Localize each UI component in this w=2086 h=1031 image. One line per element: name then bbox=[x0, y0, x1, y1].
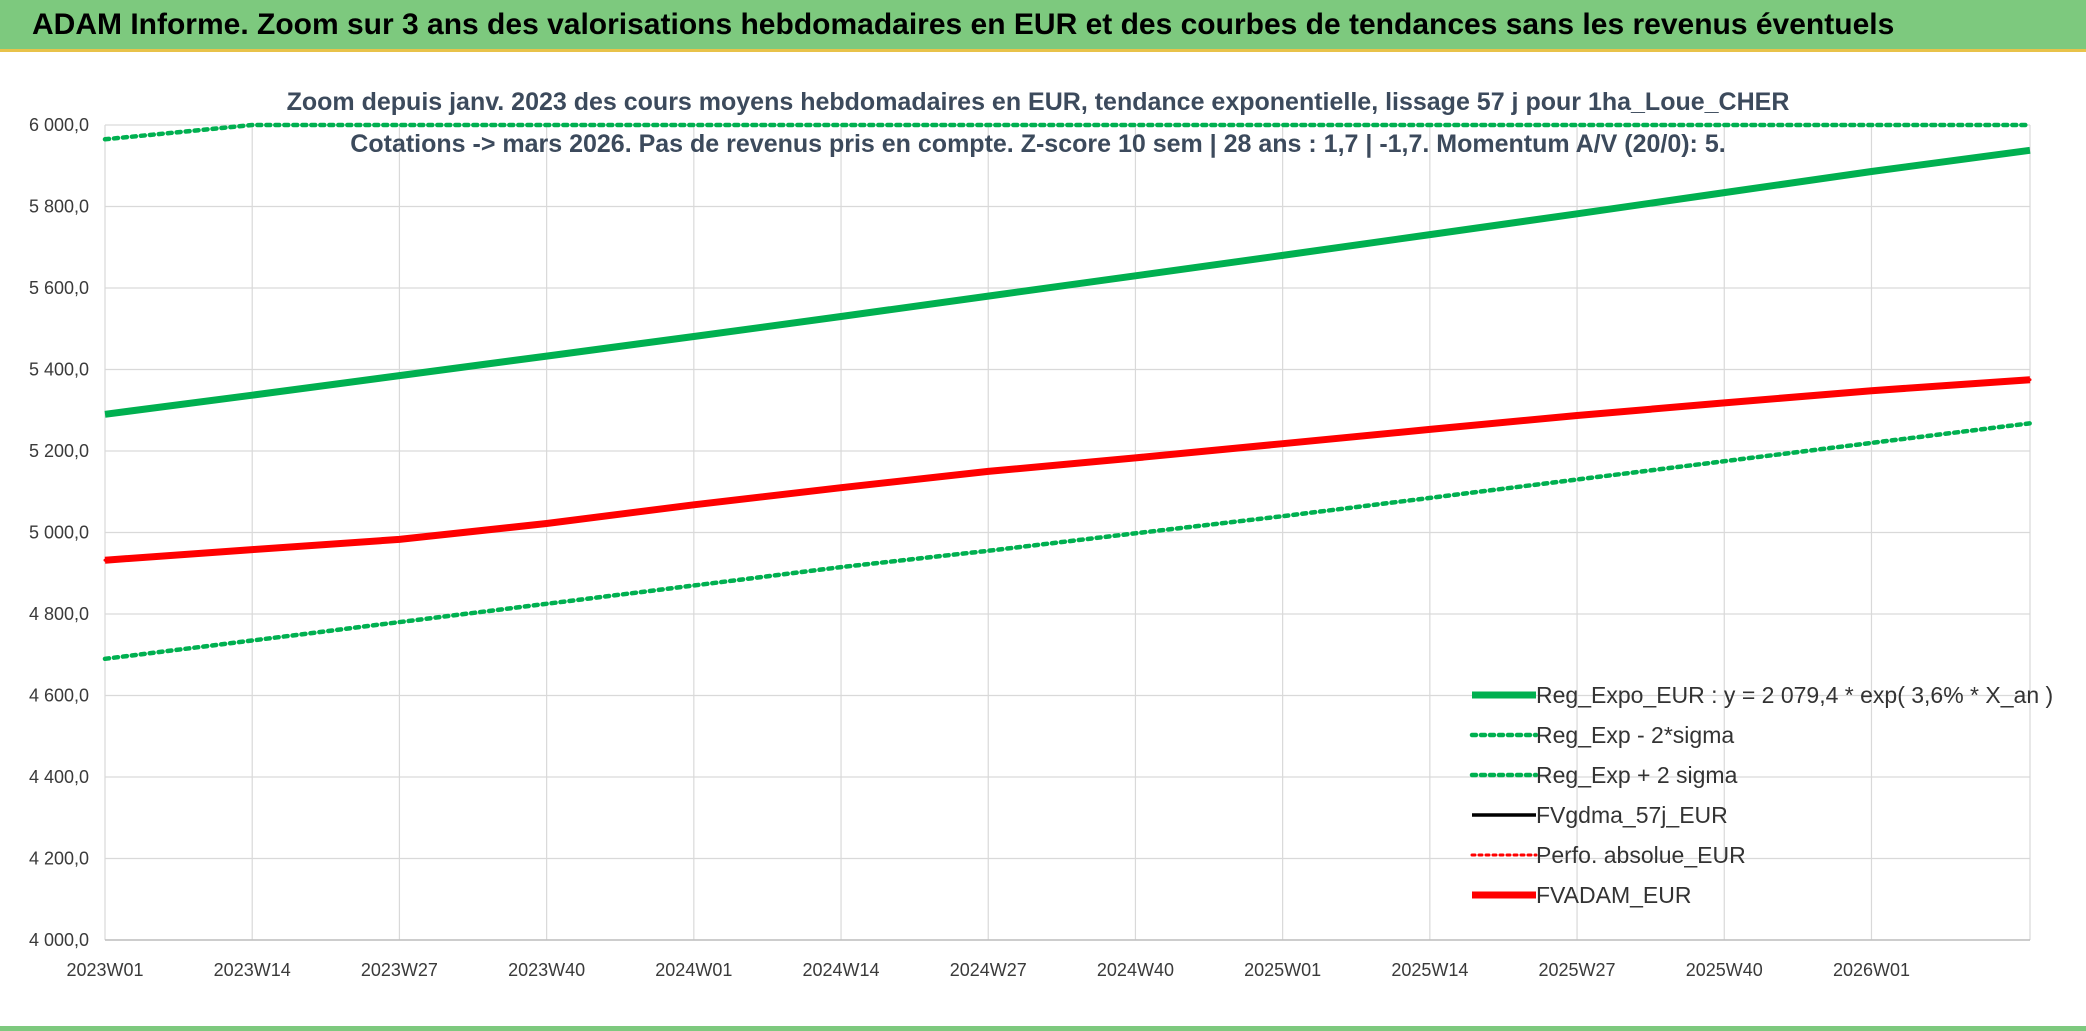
series-line-1 bbox=[104, 146, 2031, 418]
x-tick-label: 2025W14 bbox=[1391, 960, 1468, 980]
y-tick-label: 4 800,0 bbox=[29, 604, 89, 624]
x-tick-label: 2023W40 bbox=[508, 960, 585, 980]
series-line-3 bbox=[102, 122, 2033, 142]
axes: 4 000,0 4 200,0 4 400,0 4 600,0 4 800,0 5 000… bbox=[29, 115, 2030, 980]
report-banner: ADAM Informe. Zoom sur 3 ans des valoris… bbox=[0, 0, 2086, 52]
legend-label: FVgdma_57j_EUR bbox=[1536, 802, 1728, 828]
legend-label: FVADAM_EUR bbox=[1536, 882, 1692, 908]
series-line-4 bbox=[104, 377, 2031, 562]
chart-subtitle: Cotations -> mars 2026. Pas de revenus p… bbox=[350, 130, 1725, 158]
y-tick-label: 5 600,0 bbox=[29, 278, 89, 298]
x-tick-label: 2023W01 bbox=[66, 960, 143, 980]
x-tick-label: 2025W27 bbox=[1539, 960, 1616, 980]
x-tick-label: 2024W40 bbox=[1097, 960, 1174, 980]
series-line-2 bbox=[102, 421, 2033, 662]
x-tick-label: 2026W01 bbox=[1833, 960, 1910, 980]
series-lines bbox=[102, 122, 2033, 662]
y-tick-label: 6 000,0 bbox=[29, 115, 89, 135]
x-tick-label: 2023W27 bbox=[361, 960, 438, 980]
y-tick-label: 5 800,0 bbox=[29, 197, 89, 217]
y-tick-label: 4 600,0 bbox=[29, 686, 89, 706]
line-chart: 4 000,0 4 200,0 4 400,0 4 600,0 4 800,0 5 000… bbox=[29, 88, 2053, 980]
legend-label: Perfo. absolue_EUR bbox=[1536, 842, 1746, 868]
x-tick-label: 2023W14 bbox=[214, 960, 291, 980]
gridlines bbox=[104, 124, 2031, 941]
x-tick-label: 2024W27 bbox=[950, 960, 1027, 980]
legend: Reg_Expo_EUR : y = 2 079,4 * exp( 3,6% *… bbox=[1469, 682, 2053, 908]
x-tick-label: 2025W01 bbox=[1244, 960, 1321, 980]
y-tick-label: 4 400,0 bbox=[29, 767, 89, 787]
bottom-strip bbox=[0, 1026, 2086, 1031]
series-line-6 bbox=[104, 376, 2031, 564]
x-tick-label: 2024W14 bbox=[802, 960, 879, 980]
legend-label: Reg_Exp + 2 sigma bbox=[1536, 762, 1738, 788]
y-tick-label: 5 000,0 bbox=[29, 523, 89, 543]
y-tick-label: 5 200,0 bbox=[29, 441, 89, 461]
x-tick-label: 2025W40 bbox=[1686, 960, 1763, 980]
chart-title: Zoom depuis janv. 2023 des cours moyens … bbox=[287, 88, 1790, 116]
legend-label: Reg_Exp - 2*sigma bbox=[1536, 722, 1734, 748]
y-tick-label: 5 400,0 bbox=[29, 360, 89, 380]
legend-label: Reg_Expo_EUR : y = 2 079,4 * exp( 3,6% *… bbox=[1536, 682, 2053, 708]
series-line-5 bbox=[103, 378, 2032, 562]
report-title: ADAM Informe. Zoom sur 3 ans des valoris… bbox=[32, 8, 1895, 41]
x-tick-label: 2024W01 bbox=[655, 960, 732, 980]
y-tick-label: 4 200,0 bbox=[29, 849, 89, 869]
y-tick-label: 4 000,0 bbox=[29, 930, 89, 950]
